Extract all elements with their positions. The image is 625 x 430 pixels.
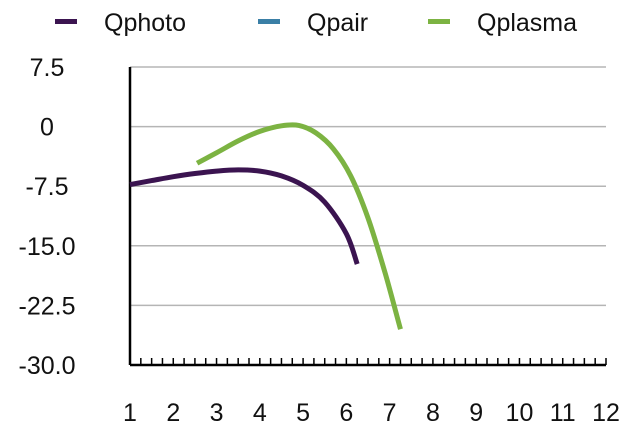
series-line-qplasma (195, 122, 403, 330)
x-tick-label: 8 (426, 399, 440, 427)
legend-item-qpair: Qpair (258, 9, 368, 37)
legend-label: Qpair (307, 9, 368, 37)
x-tick-label: 2 (166, 399, 180, 427)
x-tick-label: 9 (469, 399, 483, 427)
x-axis-tick-labels: 1 2 3 4 5 6 7 8 9 10 11 12 (123, 399, 620, 427)
y-axis-tick-labels: 7.5 0 -7.5 -15.0 -22.5 -30.0 (19, 54, 76, 380)
y-tick-label: 0 (40, 114, 54, 142)
gridlines (130, 66, 606, 307)
x-tick-label: 1 (123, 399, 137, 427)
legend-label: Qphoto (104, 9, 186, 37)
x-tick-label: 12 (592, 399, 620, 427)
legend-swatch (428, 19, 450, 24)
legend-swatch (55, 19, 77, 24)
x-tick-label: 7 (383, 399, 397, 427)
y-tick-label: -22.5 (19, 292, 76, 320)
legend-item-qplasma: Qplasma (428, 9, 577, 37)
x-tick-label: 3 (210, 399, 224, 427)
x-tick-label: 10 (506, 399, 534, 427)
legend: Qphoto Qpair Qplasma (55, 9, 577, 37)
series-lines (129, 122, 403, 330)
legend-item-qphoto: Qphoto (55, 9, 186, 37)
series-line-qphoto (129, 167, 360, 265)
y-tick-label: -15.0 (19, 233, 76, 261)
x-tick-label: 11 (550, 399, 576, 427)
y-tick-label: 7.5 (30, 54, 65, 82)
legend-swatch (258, 19, 280, 24)
y-tick-label: -7.5 (25, 173, 68, 201)
x-tick-label: 4 (253, 399, 267, 427)
x-tick-label: 6 (339, 399, 353, 427)
axes (128, 67, 607, 367)
x-tick-label: 5 (296, 399, 310, 427)
y-tick-label: -30.0 (19, 352, 76, 380)
legend-label: Qplasma (477, 9, 577, 37)
